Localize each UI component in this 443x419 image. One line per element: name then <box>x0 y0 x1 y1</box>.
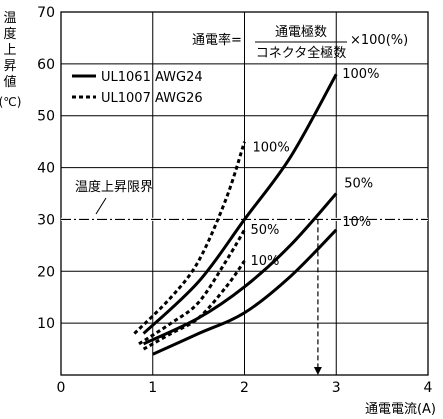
ylabel-char: 上 <box>3 43 16 58</box>
y-tick-label: 40 <box>37 161 55 177</box>
threshold-leader <box>95 197 107 215</box>
threshold-annotation: 温度上昇限界 <box>75 179 153 215</box>
x-tick-label: 4 <box>424 380 433 396</box>
series-label: 100% <box>253 141 290 156</box>
series-labels: 10% 50% 100% 10% 50% 100% <box>251 67 380 269</box>
series-line <box>142 73 338 335</box>
legend: UL1061 AWG24 UL1007 AWG26 <box>72 70 203 106</box>
series-label: 10% <box>342 215 371 230</box>
y-tick-label: 10 <box>37 316 55 332</box>
y-axis-label: 温 度 上 昇 値 (℃) <box>0 11 21 109</box>
formula-denominator: コネクタ全極数 <box>256 45 346 61</box>
series-label: 50% <box>251 223 280 238</box>
formula-lhs: 通電率= <box>192 32 242 48</box>
tick-labels: 10 20 30 40 50 60 70 0 1 2 3 4 <box>37 5 432 396</box>
series-line <box>152 228 338 356</box>
plot-frame <box>60 11 429 376</box>
series-line <box>138 229 246 346</box>
ylabel-char: 度 <box>3 26 16 42</box>
ylabel-char: 温 <box>3 11 16 26</box>
legend-label: UL1007 AWG26 <box>101 91 203 106</box>
ylabel-char: 昇 <box>3 59 16 74</box>
ylabel-unit: (℃) <box>0 95 21 109</box>
formula-numerator: 通電極数 <box>275 24 327 40</box>
duty-formula: 通電率= 通電極数 コネクタ全極数 ×100(%) <box>192 24 408 61</box>
x-tick-label: 0 <box>57 380 66 396</box>
series-label: 10% <box>251 254 280 269</box>
y-tick-label: 60 <box>37 57 55 73</box>
plot-border <box>60 11 429 376</box>
x-tick-label: 1 <box>148 380 157 396</box>
y-tick-label: 70 <box>37 5 55 21</box>
series-label: 50% <box>344 177 373 192</box>
current-marker-arrow <box>313 219 322 375</box>
marker-arrowhead <box>313 367 322 375</box>
y-tick-label: 30 <box>37 212 55 228</box>
formula-rhs: ×100(%) <box>350 33 408 48</box>
ylabel-char: 値 <box>3 74 16 90</box>
threshold-label: 温度上昇限界 <box>75 179 153 195</box>
y-tick-label: 20 <box>37 264 55 280</box>
legend-label: UL1061 AWG24 <box>101 70 203 85</box>
series-lines <box>133 73 338 356</box>
x-axis-label: 通電電流(A) <box>365 402 436 417</box>
series-label: 100% <box>342 67 379 82</box>
x-tick-label: 2 <box>240 380 249 396</box>
y-tick-label: 50 <box>37 109 55 125</box>
x-tick-label: 3 <box>332 380 341 396</box>
series-line <box>142 260 246 351</box>
series-line <box>133 141 246 335</box>
